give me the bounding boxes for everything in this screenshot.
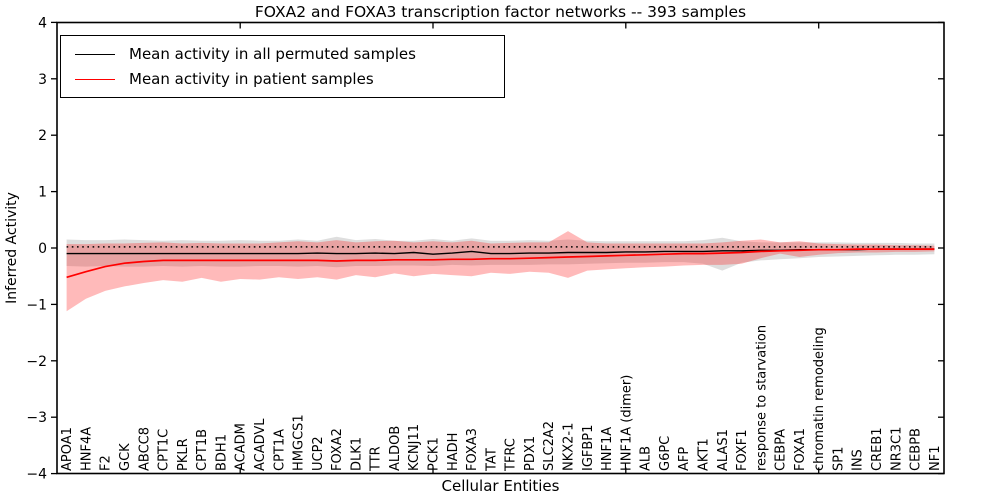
x-category-label: NF1 (928, 446, 943, 471)
x-category-label: SLC2A2 (542, 421, 557, 471)
x-category-label: CEBPA (774, 429, 789, 471)
x-category-label: IGFBP1 (581, 425, 596, 471)
y-tick-label: −3 (26, 410, 47, 426)
x-category-label: TTR (369, 446, 384, 472)
x-category-label: KCNJ11 (407, 424, 422, 471)
x-category-label: ALAS1 (716, 429, 731, 471)
x-category-label: F2 (99, 455, 114, 471)
x-category-label: chromatin remodeling (812, 327, 827, 471)
x-category-label: CPT1C (157, 429, 172, 471)
y-tick-label: 3 (38, 72, 47, 88)
x-category-label: AFP (677, 447, 692, 471)
x-category-label: HNF4A (79, 427, 94, 471)
x-category-label: PDX1 (523, 436, 538, 471)
x-category-label: FOXA1 (793, 428, 808, 471)
x-category-label: PCK1 (427, 437, 442, 471)
x-category-label: FOXF1 (735, 429, 750, 471)
x-category-label: ACADVL (253, 418, 268, 471)
x-category-label: HMGCS1 (292, 414, 307, 471)
x-category-label: DLK1 (349, 437, 364, 471)
x-category-label: CEBPB (909, 428, 924, 471)
x-category-label: FOXA2 (330, 428, 345, 471)
x-category-label: response to starvation (754, 325, 769, 471)
y-axis-label: Inferred Activity (4, 192, 20, 304)
x-axis-label: Cellular Entities (441, 477, 560, 495)
x-category-label: PKLR (176, 438, 191, 471)
legend-entry-patient: Mean activity in patient samples (71, 70, 494, 88)
x-category-label: FOXA3 (465, 428, 480, 471)
y-tick-label: −1 (26, 297, 47, 313)
x-category-label: GCK (118, 443, 133, 471)
x-category-label: CPT1B (195, 429, 210, 471)
x-category-label: G6PC (658, 436, 673, 471)
x-category-label: HNF1A (600, 427, 615, 471)
x-category-label: INS (851, 449, 866, 471)
y-tick-label: 4 (38, 15, 47, 31)
y-tick-label: 2 (38, 128, 47, 144)
x-category-label: NKX2-1 (562, 423, 577, 471)
x-category-label: CREB1 (870, 427, 885, 471)
x-category-label: AKT1 (697, 438, 712, 471)
y-tick-label: 1 (38, 185, 47, 201)
patient-mean-line (66, 248, 935, 279)
x-category-label: HNF1A (dimer) (619, 375, 634, 471)
x-category-label: BDH1 (214, 434, 229, 471)
x-category-label: HADH (446, 433, 461, 471)
x-category-label: TAT (484, 448, 499, 472)
x-category-label: APOA1 (60, 427, 75, 471)
x-category-label: NR3C1 (889, 427, 904, 471)
legend-label-permuted: Mean activity in all permuted samples (129, 45, 416, 63)
y-tick-label: 0 (38, 241, 47, 257)
legend-label-patient: Mean activity in patient samples (129, 70, 374, 88)
y-tick-label: −4 (26, 467, 47, 483)
chart-title: FOXA2 and FOXA3 transcription factor net… (254, 3, 747, 21)
x-category-label: TFRC (504, 438, 519, 472)
legend-line-patient-icon (75, 78, 115, 80)
x-category-label: ABCC8 (137, 427, 152, 471)
legend-line-permuted-icon (75, 53, 115, 55)
y-tick-label: −2 (26, 354, 47, 370)
x-category-label: SP1 (831, 447, 846, 471)
legend-entry-permuted: Mean activity in all permuted samples (71, 45, 494, 63)
legend: Mean activity in all permuted samples Me… (60, 35, 505, 98)
x-category-label: ACADM (234, 423, 249, 471)
x-category-label: CPT1A (272, 429, 287, 471)
x-category-label: ALDOB (388, 426, 403, 471)
x-category-label: UCP2 (311, 436, 326, 471)
x-category-label: ALB (639, 446, 654, 471)
